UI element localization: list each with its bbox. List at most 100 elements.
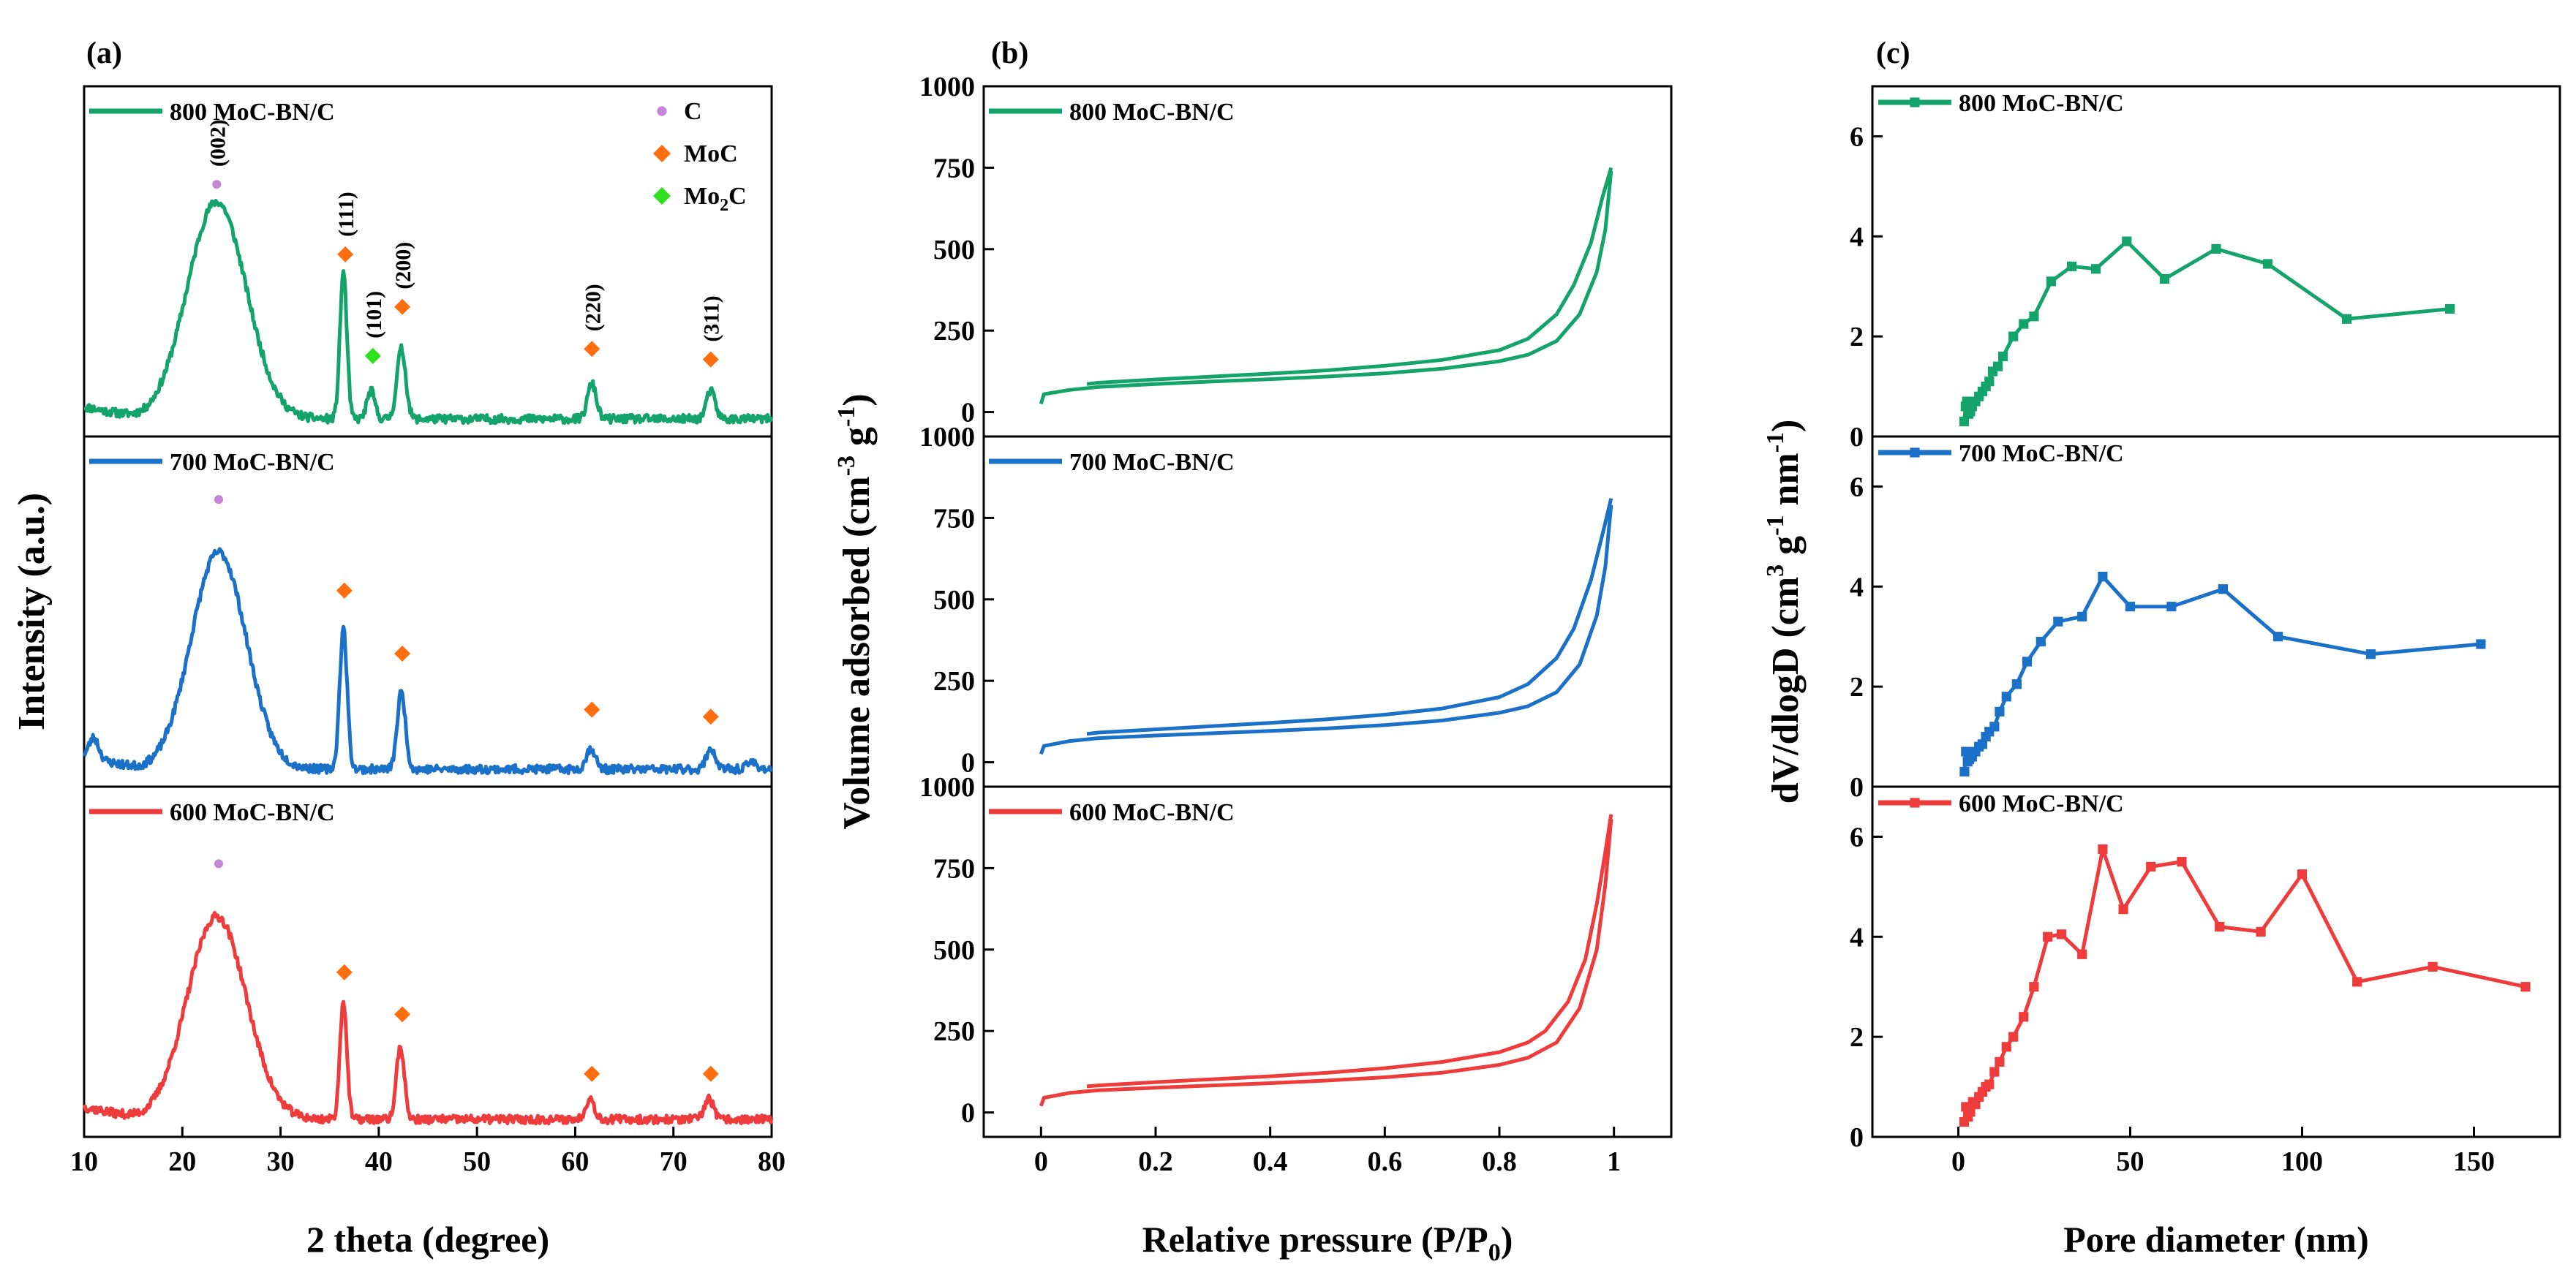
x-axis-title: Pore diameter (nm) xyxy=(2063,1219,2368,1260)
x-axis-title: 2 theta (degree) xyxy=(306,1219,549,1260)
psd-legend-label: 700 MoC-BN/C xyxy=(1959,440,2124,467)
y-tick-label: 500 xyxy=(933,235,975,265)
psd-data-point xyxy=(1998,351,2008,362)
psd-data-point xyxy=(1959,766,1970,777)
y-tick-label: 4 xyxy=(1850,922,1864,953)
psd-data-point xyxy=(2056,929,2067,939)
x-tick-label: 0.8 xyxy=(1482,1146,1517,1177)
panel-a-label: (a) xyxy=(86,37,122,70)
peak-hkl-label: (002) xyxy=(206,119,230,167)
isotherm-legend-label: 700 MoC-BN/C xyxy=(1069,449,1235,476)
psd-subpanel: 0 2 4 6 700 MoC-BN/C xyxy=(1850,435,2561,803)
xrd-series-line xyxy=(83,199,774,426)
psd-data-point xyxy=(1984,377,1995,387)
carbide-peak-marker xyxy=(394,1006,411,1023)
psd-data-point xyxy=(2046,276,2056,287)
y-tick-label: 500 xyxy=(933,585,975,616)
xrd-legend-label: 700 MoC-BN/C xyxy=(170,449,335,476)
carbon-peak-marker xyxy=(214,859,224,869)
psd-data-point xyxy=(2218,584,2228,594)
x-tick-label: 0.6 xyxy=(1368,1146,1403,1177)
y-tick-label: 0 xyxy=(1850,1122,1864,1153)
y-tick-label: 2 xyxy=(1850,322,1864,352)
xrd-subpanel-frame xyxy=(83,785,773,1138)
x-tick-label: 70 xyxy=(660,1146,688,1177)
psd-data-point xyxy=(2022,657,2033,667)
x-axis-title-text: ) xyxy=(1501,1219,1513,1260)
psd-data-point xyxy=(2029,311,2039,322)
peak-hkl-label: (101) xyxy=(362,291,386,339)
peak-hkl-label: (220) xyxy=(581,284,605,331)
y-axis-title-text: ) xyxy=(836,393,878,406)
y-axis-title-superscript: -3 xyxy=(833,455,860,476)
x-tick-label: 50 xyxy=(463,1146,491,1177)
psd-data-point xyxy=(2520,982,2531,992)
psd-data-point xyxy=(2215,922,2225,932)
isotherm-subpanel: 0 250 500 750 1000 600 MoC-BN/C xyxy=(919,772,1673,1138)
y-axis-title-text: Volume adsorbed (cm xyxy=(836,476,878,829)
psd-data-point xyxy=(2008,1032,2019,1042)
y-tick-label: 6 xyxy=(1850,472,1864,502)
carbide-peak-marker xyxy=(336,582,353,599)
psd-subpanel-frame xyxy=(1871,785,2561,1138)
isotherm-subpanel-frame xyxy=(982,785,1673,1138)
psd-data-point xyxy=(2098,572,2108,582)
phase-legend-text: Mo xyxy=(684,183,720,210)
psd-legend-label: 800 MoC-BN/C xyxy=(1959,90,2124,117)
phase-legend-marker xyxy=(653,187,671,205)
psd-data-point xyxy=(2035,636,2046,647)
phase-legend-marker xyxy=(653,145,671,162)
psd-data-point xyxy=(2146,861,2156,872)
x-tick-label: 60 xyxy=(561,1146,589,1177)
adsorption-branch xyxy=(1039,504,1613,755)
psd-data-point xyxy=(2122,236,2132,246)
psd-data-point xyxy=(1965,1107,1976,1117)
x-tick-label: 40 xyxy=(365,1146,393,1177)
y-axis-title-text: ) xyxy=(1765,420,1807,432)
carbide-peak-marker xyxy=(584,341,600,358)
y-tick-label: 0 xyxy=(1850,772,1864,803)
phase-legend-label: Mo2C xyxy=(684,183,747,215)
x-tick-label: 1 xyxy=(1607,1146,1621,1177)
x-tick-label: 150 xyxy=(2453,1146,2495,1177)
carbide-peak-marker xyxy=(584,1065,600,1082)
psd-data-point xyxy=(2077,611,2087,621)
isotherm-legend-label: 600 MoC-BN/C xyxy=(1069,799,1235,826)
psd-data-point xyxy=(2428,961,2438,972)
adsorption-branch xyxy=(1039,170,1613,405)
phase-legend-text: C xyxy=(684,98,702,125)
carbide-peak-marker xyxy=(394,298,411,315)
phase-legend-text: C xyxy=(728,183,747,210)
x-axis-title: Relative pressure (P/P0) xyxy=(1142,1219,1513,1266)
y-tick-label: 750 xyxy=(933,153,975,184)
desorption-branch xyxy=(1086,498,1613,736)
y-tick-label: 250 xyxy=(933,666,975,697)
y-axis-title-text: dV/dlogD (cm xyxy=(1765,577,1807,804)
psd-data-point xyxy=(1970,1099,1981,1110)
x-tick-label: 50 xyxy=(2117,1146,2144,1177)
y-axis-title: Volume adsorbed (cm-3 g-1) xyxy=(833,393,878,829)
y-tick-label: 6 xyxy=(1850,121,1864,152)
desorption-branch xyxy=(1086,814,1613,1089)
phase-legend-text: MoC xyxy=(684,140,738,167)
psd-legend-label: 600 MoC-BN/C xyxy=(1959,790,2124,817)
peak-hkl-label: (111) xyxy=(334,192,358,237)
psd-data-point xyxy=(1995,1056,2005,1067)
y-axis-title: dV/dlogD (cm3 g-1 nm-1) xyxy=(1762,420,1807,804)
psd-data-point xyxy=(2445,303,2455,314)
psd-data-point xyxy=(2011,679,2022,689)
isotherm-legend-label: 800 MoC-BN/C xyxy=(1069,99,1235,126)
y-tick-label: 0 xyxy=(961,1098,975,1129)
panel-c-pore-distribution: (c) 0 2 4 6 800 MoC-BN/C 0 2 4 6 700 MoC-BN/C 0 2 4 6 6… xyxy=(1762,37,2561,1260)
xrd-subpanel: 700 MoC-BN/C xyxy=(82,435,773,788)
psd-data-point xyxy=(2166,602,2177,612)
psd-legend-marker xyxy=(1910,447,1920,458)
peak-hkl-label: (311) xyxy=(700,295,724,341)
y-axis-title-text: g xyxy=(1765,536,1807,564)
carbide-peak-marker xyxy=(702,351,719,368)
y-axis-title-text: g xyxy=(836,427,878,455)
xrd-series-line xyxy=(82,547,773,776)
psd-data-point xyxy=(2159,273,2170,284)
y-tick-label: 250 xyxy=(933,316,975,347)
